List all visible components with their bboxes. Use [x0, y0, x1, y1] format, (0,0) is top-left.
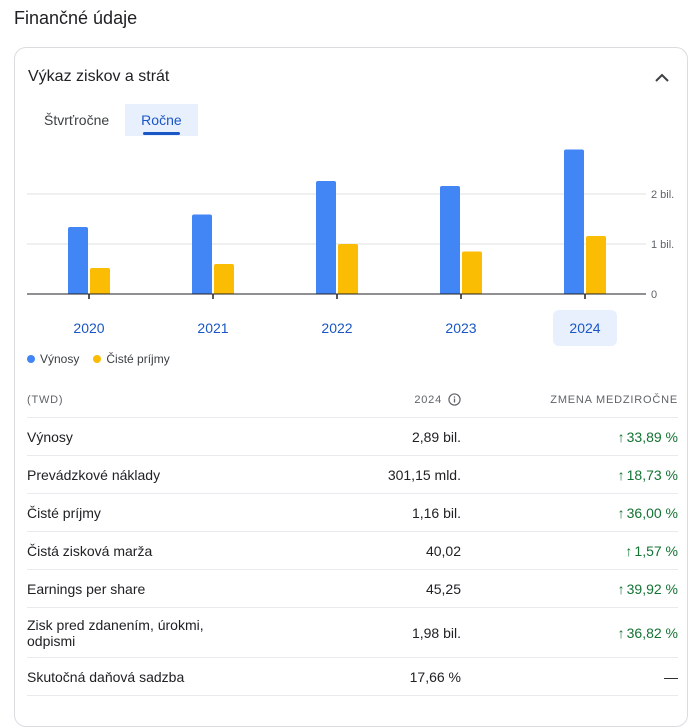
tab-active-indicator [143, 132, 180, 135]
row-label: Čistá zisková marža [27, 542, 153, 559]
header-year: 2024 [287, 393, 461, 406]
row-value: 1,16 bil. [411, 504, 461, 521]
table-row: Prevádzkové náklady 301,15 mld. ↑ 18,73 % [27, 456, 678, 494]
year-label: 2021 [197, 320, 229, 336]
year-label: 2020 [73, 320, 105, 336]
row-value: 45,25 [425, 580, 461, 597]
arrow-up-icon: ↑ [617, 504, 625, 521]
row-change-value: 18,73 % [626, 466, 678, 483]
row-change: ↑ 36,82 % [461, 625, 678, 641]
year-button-2021[interactable]: 2021 [181, 310, 245, 346]
year-button-2023[interactable]: 2023 [429, 310, 493, 346]
row-value: 17,66 % [409, 668, 461, 685]
row-label: Skutočná daňová sadzba [27, 668, 185, 685]
table-row: Čisté príjmy 1,16 bil. ↑ 36,00 % [27, 494, 678, 532]
row-label: Zisk pred zdanením, úrokmi, odpismi [27, 616, 204, 649]
row-change: ↑ 36,00 % [461, 505, 678, 521]
table-row: Skutočná daňová sadzba 17,66 % — [27, 658, 678, 696]
year-label: 2022 [321, 320, 353, 336]
row-change: ↑ 18,73 % [461, 467, 678, 483]
year-button-2020[interactable]: 2020 [57, 310, 121, 346]
chart-legend: Výnosy Čisté príjmy [27, 352, 170, 366]
table-row: Výnosy 2,89 bil. ↑ 33,89 % [27, 418, 678, 456]
card-title: Výkaz ziskov a strát [28, 68, 170, 85]
info-icon[interactable] [448, 393, 461, 406]
legend-item-revenue: Výnosy [27, 352, 79, 366]
section-title: Finančné údaje [14, 8, 138, 28]
table-row: Čistá zisková marža 40,02 ↑ 1,57 % [27, 532, 678, 570]
header-currency: (TWD) [27, 393, 64, 406]
row-change-value: 39,92 % [626, 580, 678, 597]
table-row: Zisk pred zdanením, úrokmi, odpismi 1,98 … [27, 608, 678, 658]
row-value: 1,98 bil. [411, 624, 461, 641]
year-button-2022[interactable]: 2022 [305, 310, 369, 346]
legend-label-revenue: Výnosy [40, 352, 80, 366]
arrow-up-icon: ↑ [617, 428, 625, 445]
legend-label-net-income: Čisté príjmy [106, 352, 170, 366]
header-year-label: 2024 [414, 393, 442, 406]
tab-annual-label: Ročne [141, 112, 182, 128]
legend-dot-net-income [93, 355, 102, 363]
year-label: 2023 [445, 320, 477, 336]
year-button-2024[interactable]: 2024 [553, 310, 617, 346]
tab-quarterly[interactable]: Štvrťročne [28, 104, 125, 136]
row-label: Prevádzkové náklady [27, 466, 161, 483]
tab-quarterly-label: Štvrťročne [44, 112, 110, 128]
table-row: Earnings per share 45,25 ↑ 39,92 % [27, 570, 678, 608]
legend-item-net-income: Čisté príjmy [93, 352, 170, 366]
row-label: Výnosy [27, 428, 73, 445]
financials-table: (TWD) 2024 ZMENA MEDZIROČNE Výnosy 2,89 b… [27, 382, 678, 696]
row-change: — [461, 669, 678, 685]
legend-dot-revenue [27, 355, 35, 363]
year-label: 2024 [569, 320, 601, 336]
arrow-up-icon: ↑ [617, 580, 625, 597]
table-body: Výnosy 2,89 bil. ↑ 33,89 % Prevádzkové nákla… [27, 418, 678, 696]
row-change-value: 33,89 % [626, 428, 678, 445]
chevron-up-icon [655, 73, 669, 82]
header-change: ZMENA MEDZIROČNE [550, 393, 678, 406]
period-tabs: Štvrťročne Ročne [28, 104, 198, 136]
row-change-value: 36,00 % [626, 504, 678, 521]
row-change-value: 36,82 % [626, 624, 678, 641]
row-label: Čisté príjmy [27, 504, 101, 521]
row-change: ↑ 33,89 % [461, 429, 678, 445]
arrow-up-icon: ↑ [617, 466, 625, 483]
row-label: Earnings per share [27, 580, 146, 597]
row-change-value: 1,57 % [634, 542, 678, 559]
tab-annual[interactable]: Ročne [125, 104, 198, 136]
arrow-up-icon: ↑ [625, 542, 633, 559]
row-change-value: — [664, 668, 678, 685]
row-change: ↑ 39,92 % [461, 581, 678, 597]
row-change: ↑ 1,57 % [461, 543, 678, 559]
arrow-up-icon: ↑ [617, 624, 625, 641]
row-value: 2,89 bil. [411, 428, 461, 445]
row-value: 301,15 mld. [387, 466, 461, 483]
table-header: (TWD) 2024 ZMENA MEDZIROČNE [27, 382, 678, 418]
collapse-button[interactable] [651, 66, 673, 88]
row-value: 40,02 [425, 542, 461, 559]
